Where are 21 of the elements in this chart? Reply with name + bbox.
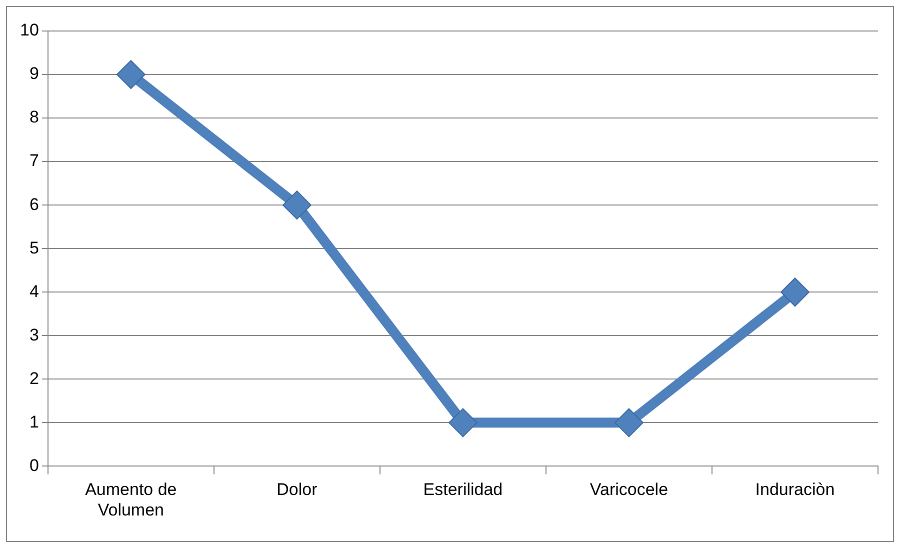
x-tick-label: Aumento de Volumen [85, 480, 177, 520]
point [116, 60, 146, 90]
point [282, 190, 312, 220]
point [780, 278, 810, 307]
y-tick-label: 4 [29, 282, 39, 301]
point [448, 408, 478, 438]
y-tick-label: 9 [29, 64, 39, 84]
y-tick-label: 7 [29, 151, 39, 170]
point [614, 408, 644, 438]
x-tick-label: Induraciòn [755, 480, 835, 500]
x-tick-label: Dolor [276, 480, 318, 500]
y-tick-label: 6 [29, 194, 39, 214]
x-tick-label: Esterilidad [423, 480, 503, 500]
y-tick-label: 8 [29, 108, 39, 127]
x-tick-label: Varicocele [590, 480, 668, 500]
y-tick-label: 10 [20, 20, 39, 40]
y-tick-label: 3 [29, 325, 39, 344]
y-tick-label: 2 [29, 368, 39, 388]
y-tick-label: 0 [29, 456, 39, 475]
y-tick-label: 5 [29, 238, 39, 258]
y-tick-label: 1 [29, 412, 39, 432]
